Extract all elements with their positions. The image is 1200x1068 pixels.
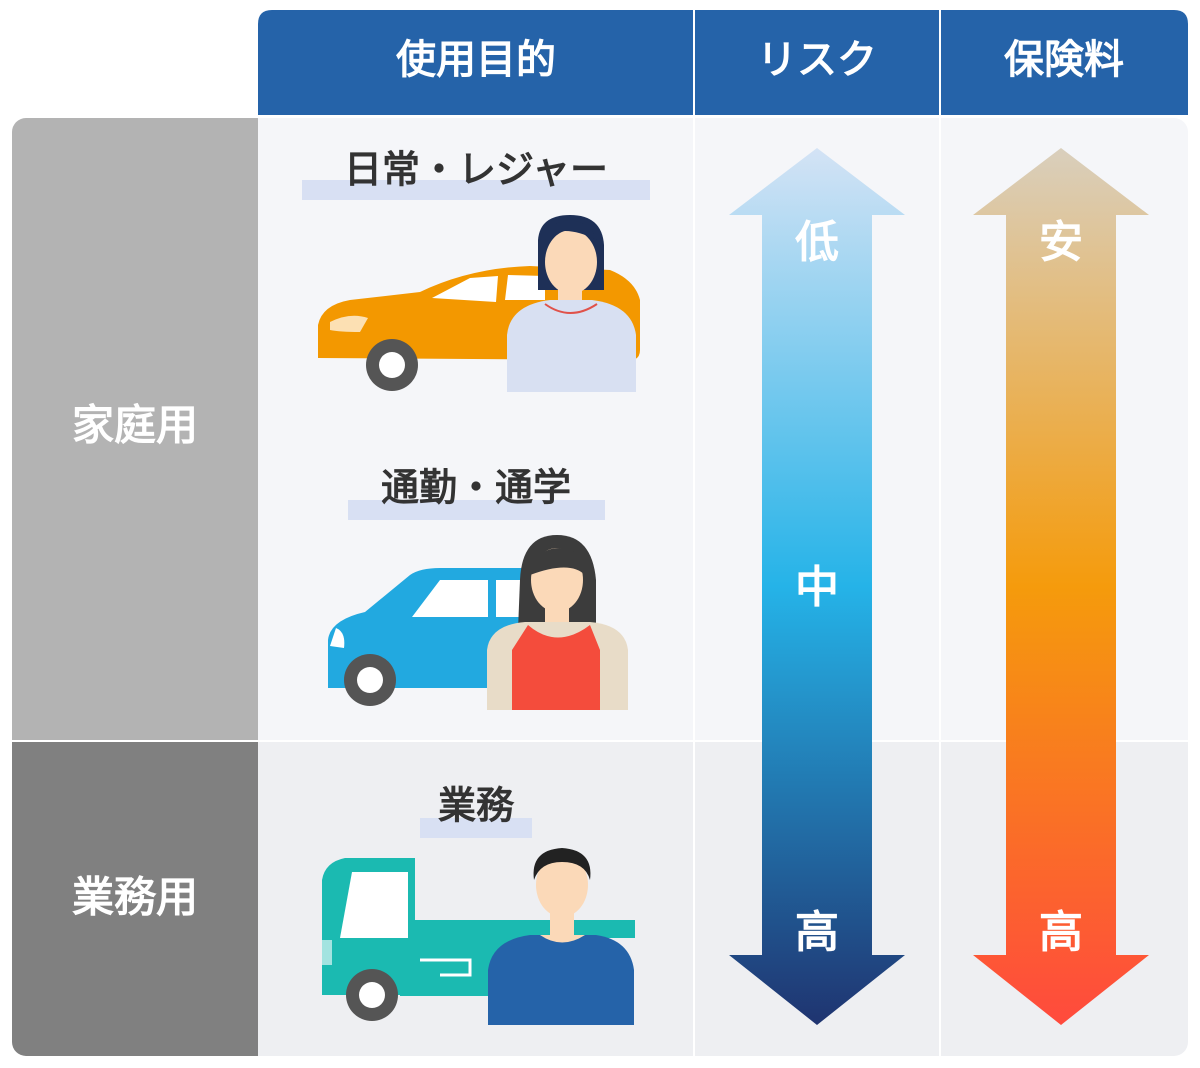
label-highlight (302, 180, 650, 200)
label-highlight (348, 500, 605, 520)
illustration-leisure (318, 215, 640, 392)
purpose-label: 業務 (438, 784, 515, 828)
premium-label: 高 (1039, 907, 1083, 958)
illustration-business (322, 848, 635, 1025)
purpose-label: 日常・レジャー (344, 148, 608, 192)
label-highlight (420, 818, 532, 838)
premium-arrow (973, 148, 1149, 1025)
purpose-label: 通勤・通学 (381, 466, 571, 510)
row-label: 家庭用 (72, 401, 198, 450)
header-bar (258, 10, 1188, 115)
illustration-commute (328, 535, 628, 710)
risk-label: 高 (795, 907, 839, 958)
risk-arrow (729, 148, 905, 1025)
header-cell: 使用目的 (396, 37, 556, 83)
premium-label: 安 (1039, 217, 1083, 268)
risk-label: 中 (795, 562, 839, 613)
header-cell: 保険料 (1004, 37, 1124, 83)
row-label-bg (12, 118, 258, 740)
risk-label: 低 (795, 217, 839, 268)
header-cell: リスク (757, 37, 877, 83)
row-label-bg (12, 742, 258, 1056)
row-label: 業務用 (72, 873, 198, 922)
